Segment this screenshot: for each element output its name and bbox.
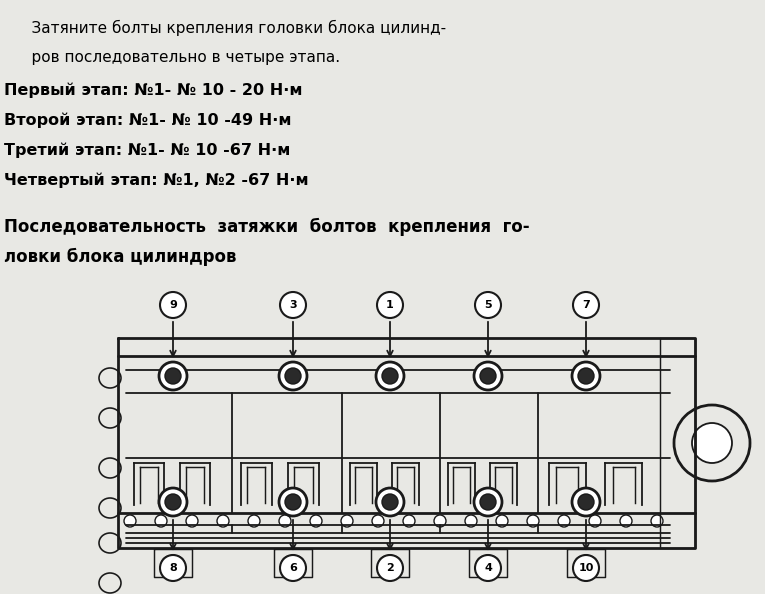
Circle shape <box>475 555 501 581</box>
Circle shape <box>496 515 508 527</box>
Ellipse shape <box>99 533 121 553</box>
Circle shape <box>376 488 404 516</box>
Circle shape <box>527 515 539 527</box>
Circle shape <box>217 515 229 527</box>
Text: ров последовательно в четыре этапа.: ров последовательно в четыре этапа. <box>12 50 340 65</box>
Circle shape <box>382 368 398 384</box>
Text: Четвертый этап: №1, №2 -67 Н·м: Четвертый этап: №1, №2 -67 Н·м <box>4 173 308 188</box>
Circle shape <box>651 515 663 527</box>
Circle shape <box>159 362 187 390</box>
Circle shape <box>403 515 415 527</box>
Text: Первый этап: №1- № 10 - 20 Н·м: Первый этап: №1- № 10 - 20 Н·м <box>4 82 302 97</box>
Circle shape <box>285 368 301 384</box>
Circle shape <box>186 515 198 527</box>
Circle shape <box>155 515 167 527</box>
Text: 9: 9 <box>169 300 177 310</box>
Ellipse shape <box>477 555 500 571</box>
Circle shape <box>465 515 477 527</box>
Circle shape <box>285 494 301 510</box>
Circle shape <box>160 292 186 318</box>
Ellipse shape <box>99 573 121 593</box>
Text: 6: 6 <box>289 563 297 573</box>
Text: Последовательность  затяжки  болтов  крепления  го-: Последовательность затяжки болтов крепле… <box>4 218 529 236</box>
Ellipse shape <box>379 555 402 571</box>
Circle shape <box>474 362 502 390</box>
Circle shape <box>572 488 600 516</box>
Circle shape <box>280 555 306 581</box>
Text: Второй этап: №1- № 10 -49 Н·м: Второй этап: №1- № 10 -49 Н·м <box>4 113 291 128</box>
Circle shape <box>573 555 599 581</box>
Circle shape <box>124 515 136 527</box>
Circle shape <box>159 488 187 516</box>
Text: ловки блока цилиндров: ловки блока цилиндров <box>4 248 236 266</box>
Circle shape <box>165 494 181 510</box>
Circle shape <box>692 423 732 463</box>
Circle shape <box>475 292 501 318</box>
Circle shape <box>558 515 570 527</box>
Circle shape <box>165 368 181 384</box>
Circle shape <box>434 515 446 527</box>
Ellipse shape <box>99 368 121 388</box>
Text: Затяните болты крепления головки блока цилинд-: Затяните болты крепления головки блока ц… <box>12 20 446 36</box>
Circle shape <box>620 515 632 527</box>
Circle shape <box>480 494 496 510</box>
Text: 5: 5 <box>484 300 492 310</box>
Circle shape <box>474 488 502 516</box>
Circle shape <box>377 555 403 581</box>
Circle shape <box>160 555 186 581</box>
Ellipse shape <box>282 555 304 571</box>
Circle shape <box>376 362 404 390</box>
Text: 7: 7 <box>582 300 590 310</box>
Circle shape <box>382 494 398 510</box>
Ellipse shape <box>99 408 121 428</box>
Circle shape <box>279 362 307 390</box>
Ellipse shape <box>99 458 121 478</box>
Ellipse shape <box>161 555 184 571</box>
Text: Третий этап: №1- № 10 -67 Н·м: Третий этап: №1- № 10 -67 Н·м <box>4 143 291 159</box>
Circle shape <box>377 292 403 318</box>
Circle shape <box>578 368 594 384</box>
Circle shape <box>341 515 353 527</box>
Text: 3: 3 <box>289 300 297 310</box>
Circle shape <box>589 515 601 527</box>
Ellipse shape <box>99 498 121 518</box>
Circle shape <box>248 515 260 527</box>
Circle shape <box>572 362 600 390</box>
Circle shape <box>372 515 384 527</box>
Circle shape <box>480 368 496 384</box>
Circle shape <box>573 292 599 318</box>
Text: 4: 4 <box>484 563 492 573</box>
Text: 2: 2 <box>386 563 394 573</box>
Text: 10: 10 <box>578 563 594 573</box>
Circle shape <box>674 405 750 481</box>
Circle shape <box>310 515 322 527</box>
Ellipse shape <box>575 555 597 571</box>
Text: 1: 1 <box>386 300 394 310</box>
Circle shape <box>279 515 291 527</box>
Circle shape <box>578 494 594 510</box>
Circle shape <box>280 292 306 318</box>
Circle shape <box>279 488 307 516</box>
Text: 8: 8 <box>169 563 177 573</box>
